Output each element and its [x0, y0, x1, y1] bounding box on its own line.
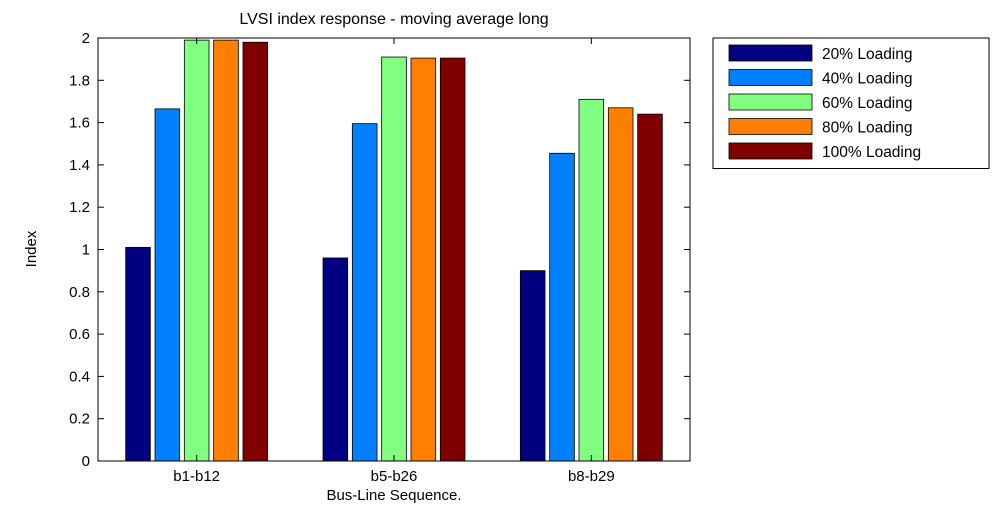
legend-swatch: [728, 93, 813, 111]
legend: 20% Loading 40% Loading 60% Loading 80% Loa…: [712, 37, 990, 169]
bar: [607, 107, 634, 462]
y-tick-label: 0.4: [69, 368, 90, 385]
y-tick-label: 2: [82, 30, 90, 47]
bar: [578, 98, 605, 462]
y-tick-label: 1.8: [69, 72, 90, 89]
bar: [242, 41, 269, 462]
legend-label: 80% Loading: [822, 120, 913, 137]
bar: [381, 56, 407, 462]
y-tick-label: 0.8: [69, 284, 90, 301]
bar: [213, 39, 239, 462]
bars-group: [125, 39, 663, 462]
bar: [410, 57, 437, 462]
y-axis-label: Index: [23, 230, 40, 267]
y-tick-label: 0.6: [69, 326, 90, 343]
legend-label: 40% Loading: [822, 71, 913, 88]
bar: [322, 257, 349, 462]
chart-title: LVSI index response - moving average lon…: [239, 11, 548, 28]
bar: [154, 108, 181, 462]
x-tick-label: b5-b26: [371, 468, 418, 485]
x-tick-label: b1-b12: [173, 468, 220, 485]
y-tick-label: 1.6: [69, 115, 90, 132]
legend-swatch: [728, 118, 813, 135]
legend-swatch: [728, 142, 813, 160]
bar: [637, 113, 663, 462]
x-axis-label: Bus-Line Sequence.: [326, 487, 461, 504]
y-tick-label: 1: [82, 242, 90, 259]
bar: [183, 39, 210, 462]
axis-ticks: 0 0.2 0.4 0.6 0.8 1 1.2 1.4 1.6 1.8 2 b1-b12 b5-b26 b…: [69, 30, 690, 485]
bar: [519, 270, 546, 462]
y-tick-label: 1.4: [69, 157, 90, 174]
y-tick-label: 0.2: [69, 411, 90, 428]
bar: [125, 246, 151, 462]
y-tick-label: 0: [82, 453, 90, 470]
legend-swatch: [728, 69, 813, 86]
y-tick-label: 1.2: [69, 199, 90, 216]
legend-label: 60% Loading: [822, 95, 913, 112]
x-tick-label: b8-b29: [568, 468, 615, 485]
legend-label: 100% Loading: [822, 144, 921, 161]
legend-label: 20% Loading: [822, 46, 913, 63]
bar: [549, 152, 575, 462]
legend-swatch: [728, 44, 813, 62]
bar: [351, 123, 378, 462]
bar: [439, 57, 466, 462]
